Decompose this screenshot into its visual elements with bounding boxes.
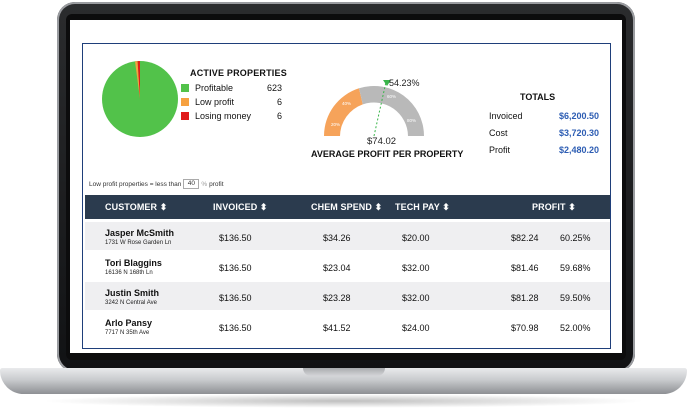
gauge-segment-high bbox=[359, 85, 424, 136]
pie-slice-low-profit bbox=[135, 61, 140, 99]
gauge-label-20: 20% bbox=[331, 122, 340, 127]
gauge-segment-low bbox=[324, 88, 363, 136]
average-profit-gauge: 20% 40% 60% 80% bbox=[324, 80, 424, 137]
profit-percent-cell: 52.00% bbox=[560, 323, 591, 333]
totals-value: $2,480.20 bbox=[558, 145, 599, 155]
totals-label: Cost bbox=[489, 128, 508, 138]
gauge-percent: 54.23% bbox=[389, 78, 420, 88]
legend-swatch bbox=[181, 84, 189, 92]
gauge-label-40: 40% bbox=[342, 101, 351, 106]
tech-pay-cell: $24.00 bbox=[402, 323, 430, 333]
profit-percent-cell: 59.68% bbox=[560, 263, 591, 273]
totals-value: $3,720.30 bbox=[558, 128, 599, 138]
tech-pay-cell: $32.00 bbox=[402, 263, 430, 273]
customer-name[interactable]: Justin Smith bbox=[105, 288, 160, 298]
invoiced-cell: $136.50 bbox=[219, 233, 252, 243]
customer-address: 16136 N 168th Ln bbox=[105, 270, 153, 276]
sort-icon[interactable]: ⬍ bbox=[374, 202, 383, 212]
gauge-title: AVERAGE PROFIT PER PROPERTY bbox=[311, 149, 464, 159]
customer-address: 7717 N 35th Ave bbox=[105, 330, 150, 336]
table-header: CUSTOMER ⬍ INVOICED ⬍ CHEM SPEND ⬍ TECH … bbox=[85, 195, 610, 219]
table-row[interactable]: Jasper McSmith 1731 W Rose Garden Ln $13… bbox=[85, 222, 610, 250]
profit-cell: $81.28 bbox=[511, 293, 539, 303]
sort-icon[interactable]: ⬍ bbox=[568, 202, 576, 212]
totals-row-invoiced: Invoiced $6,200.50 bbox=[489, 111, 599, 121]
pie-slice-losing-money bbox=[137, 61, 140, 99]
gauge-label-60: 60% bbox=[387, 94, 396, 99]
legend-swatch bbox=[181, 112, 189, 120]
low-profit-suffix: profit bbox=[209, 180, 224, 188]
gauge-value: $74.02 bbox=[367, 136, 397, 147]
totals-label: Profit bbox=[489, 145, 511, 155]
tech-pay-cell: $32.00 bbox=[402, 293, 430, 303]
profit-cell: $81.46 bbox=[511, 263, 539, 273]
customer-address: 1731 W Rose Garden Ln bbox=[105, 240, 172, 246]
legend-count: 6 bbox=[276, 97, 282, 107]
table-row[interactable]: Justin Smith 3242 N Central Ave $136.50 … bbox=[85, 282, 610, 310]
active-properties-pie-chart bbox=[102, 61, 178, 137]
totals-title: TOTALS bbox=[520, 92, 556, 102]
legend-count: 623 bbox=[266, 83, 282, 93]
totals-row-cost: Cost $3,720.30 bbox=[489, 128, 599, 138]
chem-spend-cell: $41.52 bbox=[323, 323, 351, 333]
totals-value: $6,200.50 bbox=[558, 111, 599, 121]
column-header-customer[interactable]: CUSTOMER ⬍ bbox=[105, 202, 168, 212]
invoiced-cell: $136.50 bbox=[219, 293, 252, 303]
low-profit-threshold-input[interactable]: 40 bbox=[183, 179, 200, 189]
laptop-shadow bbox=[40, 394, 647, 408]
sort-icon[interactable]: ⬍ bbox=[159, 202, 168, 212]
laptop-notch bbox=[303, 368, 385, 376]
profit-cell: $70.98 bbox=[511, 323, 539, 333]
low-profit-prefix: Low profit properties = less than bbox=[89, 180, 182, 188]
gauge-label-80: 80% bbox=[407, 118, 416, 123]
profit-cell: $82.24 bbox=[511, 233, 539, 243]
profit-percent-cell: 59.50% bbox=[560, 293, 591, 303]
column-header-profit[interactable]: PROFIT ⬍ bbox=[532, 202, 576, 212]
column-header-invoiced[interactable]: INVOICED ⬍ bbox=[213, 202, 268, 212]
active-properties-title: ACTIVE PROPERTIES bbox=[190, 68, 287, 78]
sort-icon[interactable]: ⬍ bbox=[442, 202, 450, 212]
legend-item-profitable: Profitable 623 bbox=[181, 83, 282, 93]
column-header-chem-spend[interactable]: CHEM SPEND ⬍ bbox=[311, 202, 383, 212]
legend-label: Profitable bbox=[195, 83, 234, 93]
customer-name[interactable]: Jasper McSmith bbox=[105, 228, 175, 238]
legend-count: 6 bbox=[276, 111, 282, 121]
gauge-marker bbox=[383, 80, 391, 86]
dashboard-panel: ACTIVE PROPERTIES Profitable 623 Low pro… bbox=[82, 43, 611, 349]
chem-spend-cell: $23.04 bbox=[323, 263, 351, 273]
invoiced-cell: $136.50 bbox=[219, 323, 252, 333]
legend-item-low-profit: Low profit 6 bbox=[181, 97, 282, 107]
chem-spend-cell: $34.26 bbox=[323, 233, 351, 243]
screen: ACTIVE PROPERTIES Profitable 623 Low pro… bbox=[70, 20, 622, 353]
legend-label: Low profit bbox=[195, 97, 235, 107]
customer-name[interactable]: Tori Blaggins bbox=[105, 258, 162, 268]
customer-name[interactable]: Arlo Pansy bbox=[105, 318, 153, 328]
totals-label: Invoiced bbox=[489, 111, 523, 121]
invoiced-cell: $136.50 bbox=[219, 263, 252, 273]
legend-item-losing-money: Losing money 6 bbox=[181, 111, 282, 121]
profit-percent-cell: 60.25% bbox=[560, 233, 591, 243]
tech-pay-cell: $20.00 bbox=[402, 233, 430, 243]
totals-row-profit: Profit $2,480.20 bbox=[489, 145, 599, 155]
table-row[interactable]: Tori Blaggins 16136 N 168th Ln $136.50 $… bbox=[85, 252, 610, 280]
column-header-tech-pay[interactable]: TECH PAY ⬍ bbox=[395, 202, 450, 212]
sort-icon[interactable]: ⬍ bbox=[259, 202, 268, 212]
low-profit-filter: Low profit properties = less than 40 % p… bbox=[89, 179, 224, 189]
table-row[interactable]: Arlo Pansy 7717 N 35th Ave $136.50 $41.5… bbox=[85, 312, 610, 340]
gauge-needle bbox=[373, 81, 387, 137]
customer-address: 3242 N Central Ave bbox=[105, 300, 157, 306]
low-profit-unit: % bbox=[201, 180, 208, 188]
legend-label: Losing money bbox=[195, 111, 252, 121]
legend-swatch bbox=[181, 98, 189, 106]
chem-spend-cell: $23.28 bbox=[323, 293, 351, 303]
